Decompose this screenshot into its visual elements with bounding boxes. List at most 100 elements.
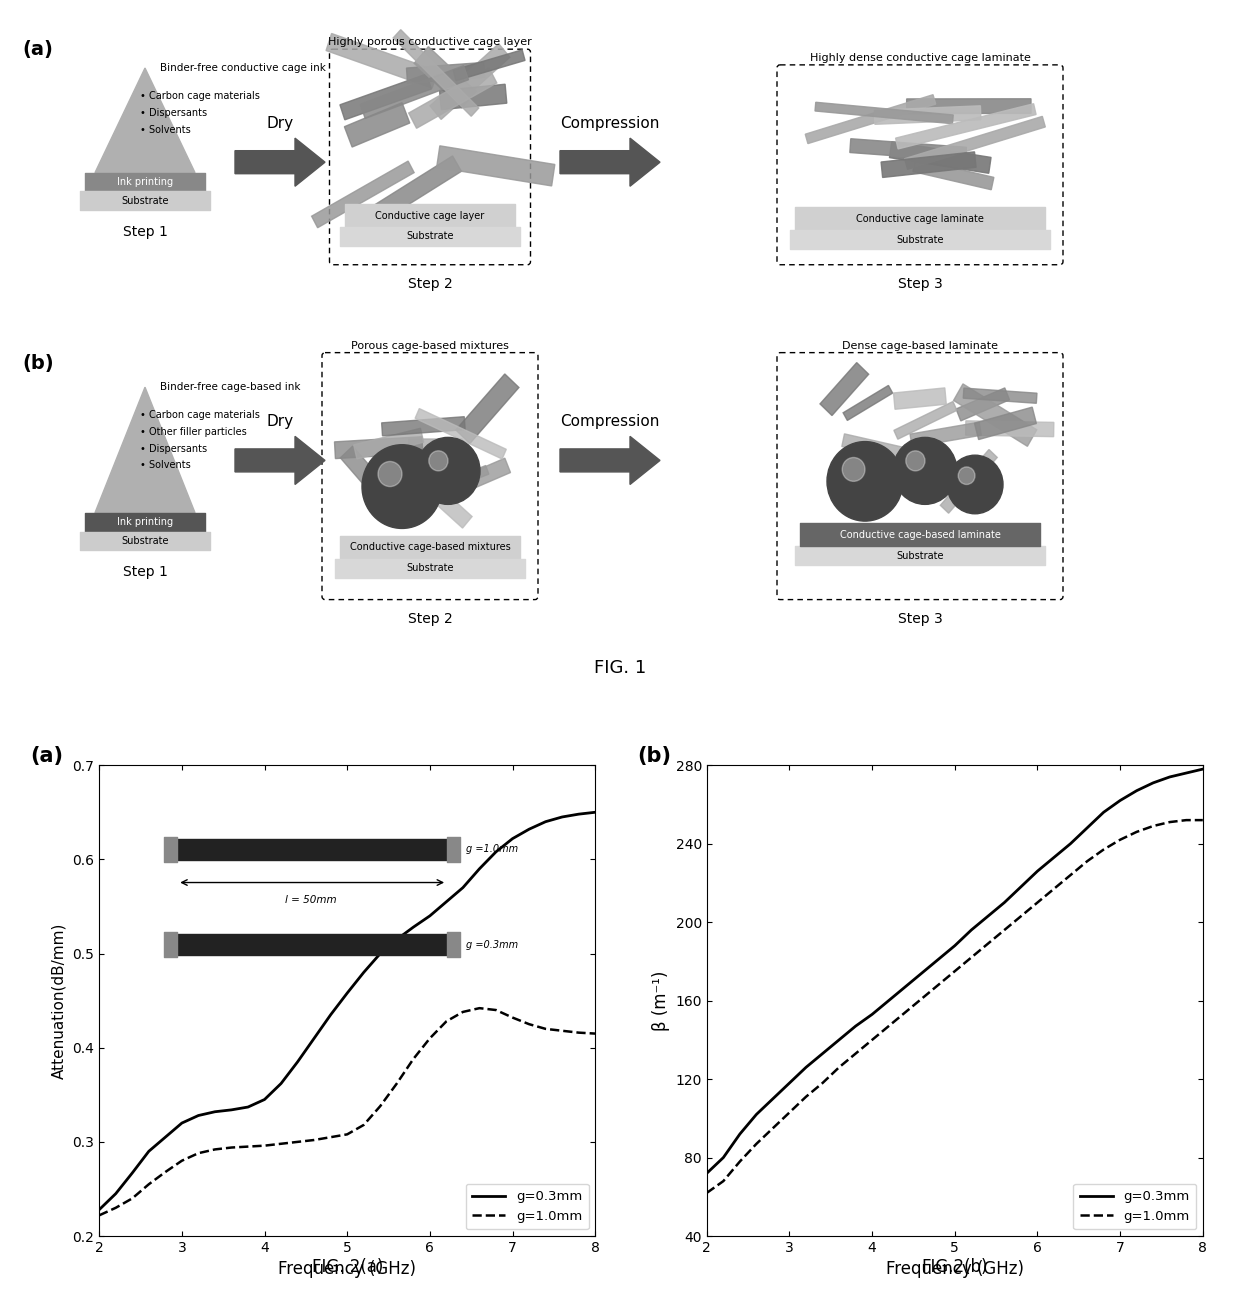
Y-axis label: β (m⁻¹): β (m⁻¹) xyxy=(652,971,670,1031)
g=1.0mm xyxy=(141,1176,156,1192)
Bar xyxy=(417,475,472,528)
g=0.3mm xyxy=(765,1091,780,1107)
Text: • Other filler particles: • Other filler particles xyxy=(140,426,247,437)
Legend: g=0.3mm, g=1.0mm: g=0.3mm, g=1.0mm xyxy=(1073,1184,1197,1230)
Polygon shape xyxy=(236,437,325,484)
Bar xyxy=(815,102,954,124)
g=1.0mm xyxy=(815,1075,830,1091)
g=1.0mm xyxy=(1195,812,1210,828)
Bar xyxy=(849,139,966,161)
g=1.0mm xyxy=(588,1025,603,1041)
Text: Substrate: Substrate xyxy=(897,551,944,561)
Bar xyxy=(393,30,479,116)
Polygon shape xyxy=(95,387,195,513)
Text: Conductive cage layer: Conductive cage layer xyxy=(376,211,485,221)
g=1.0mm xyxy=(439,1014,454,1029)
Bar xyxy=(975,407,1037,439)
FancyBboxPatch shape xyxy=(777,65,1063,264)
Bar xyxy=(843,386,893,420)
Text: Highly porous conductive cage layer: Highly porous conductive cage layer xyxy=(329,37,532,47)
g=0.3mm xyxy=(1162,769,1177,785)
Bar xyxy=(842,434,926,466)
Text: Conductive cage-based laminate: Conductive cage-based laminate xyxy=(839,530,1001,540)
Text: Substrate: Substrate xyxy=(407,232,454,242)
Bar xyxy=(894,388,946,409)
g=1.0mm xyxy=(505,1010,520,1025)
Bar xyxy=(415,408,506,459)
g=0.3mm xyxy=(1112,793,1127,808)
Circle shape xyxy=(429,451,448,471)
Bar xyxy=(889,141,991,173)
g=1.0mm xyxy=(1013,908,1028,923)
g=0.3mm xyxy=(1030,863,1045,879)
Polygon shape xyxy=(560,437,660,484)
Bar xyxy=(363,156,461,228)
Text: Step 2: Step 2 xyxy=(408,277,453,292)
g=1.0mm xyxy=(423,1031,438,1046)
g=0.3mm xyxy=(324,1007,339,1023)
Text: FIG. 1: FIG. 1 xyxy=(594,659,646,678)
Legend: g=0.3mm, g=1.0mm: g=0.3mm, g=1.0mm xyxy=(465,1184,589,1230)
Text: Step 2: Step 2 xyxy=(408,612,453,627)
Line: g=1.0mm: g=1.0mm xyxy=(99,1008,595,1215)
g=1.0mm xyxy=(1080,854,1095,870)
Line: g=1.0mm: g=1.0mm xyxy=(707,820,1203,1193)
g=0.3mm xyxy=(522,821,537,837)
Y-axis label: Attenuation(dB/mm): Attenuation(dB/mm) xyxy=(52,922,67,1079)
g=1.0mm xyxy=(947,963,962,978)
g=0.3mm xyxy=(832,1032,847,1048)
g=1.0mm xyxy=(306,1133,321,1148)
Bar xyxy=(407,63,485,84)
g=1.0mm xyxy=(92,1207,107,1223)
g=0.3mm xyxy=(306,1031,321,1046)
g=1.0mm xyxy=(175,1152,190,1168)
g=1.0mm xyxy=(455,1005,470,1020)
Text: Substrate: Substrate xyxy=(407,564,454,573)
g=1.0mm xyxy=(257,1138,272,1154)
Text: Step 3: Step 3 xyxy=(898,612,942,627)
Line: g=0.3mm: g=0.3mm xyxy=(99,812,595,1210)
Bar xyxy=(414,47,476,109)
g=0.3mm xyxy=(108,1186,123,1202)
Circle shape xyxy=(378,462,402,487)
Text: Compression: Compression xyxy=(560,415,660,429)
g=1.0mm xyxy=(848,1046,863,1062)
g=0.3mm xyxy=(1013,879,1028,895)
g=0.3mm xyxy=(588,804,603,820)
Bar xyxy=(956,388,1009,421)
g=1.0mm xyxy=(981,937,996,952)
g=1.0mm xyxy=(1063,867,1078,883)
g=1.0mm xyxy=(699,1185,714,1201)
Bar xyxy=(805,94,936,144)
Bar xyxy=(966,421,1054,437)
Text: Substrate: Substrate xyxy=(122,536,169,545)
Text: Dry: Dry xyxy=(267,415,294,429)
g=0.3mm xyxy=(157,1129,172,1144)
Bar xyxy=(906,99,1030,114)
g=1.0mm xyxy=(1096,842,1111,858)
Text: Conductive cage-based mixtures: Conductive cage-based mixtures xyxy=(350,543,511,552)
Text: Highly dense conductive cage laminate: Highly dense conductive cage laminate xyxy=(810,52,1030,63)
g=1.0mm xyxy=(1047,882,1061,897)
Bar xyxy=(345,103,409,146)
g=0.3mm xyxy=(274,1075,289,1091)
g=0.3mm xyxy=(898,978,913,995)
Bar xyxy=(439,84,507,110)
Text: • Solvents: • Solvents xyxy=(140,460,191,471)
g=0.3mm xyxy=(782,1075,797,1091)
g=0.3mm xyxy=(699,1165,714,1181)
Bar xyxy=(340,75,432,120)
Text: Binder-free conductive cage ink: Binder-free conductive cage ink xyxy=(160,63,326,73)
g=1.0mm xyxy=(1112,832,1127,848)
Text: (a): (a) xyxy=(22,39,53,59)
Text: • Carbon cage materials: • Carbon cage materials xyxy=(140,92,260,101)
g=0.3mm xyxy=(1096,804,1111,820)
Text: Step 1: Step 1 xyxy=(123,565,167,579)
g=1.0mm xyxy=(1162,814,1177,831)
Polygon shape xyxy=(560,139,660,186)
g=1.0mm xyxy=(207,1142,222,1158)
Text: Binder-free cage-based ink: Binder-free cage-based ink xyxy=(160,382,300,392)
g=0.3mm xyxy=(241,1099,255,1114)
Bar xyxy=(874,106,981,124)
FancyBboxPatch shape xyxy=(322,353,538,599)
